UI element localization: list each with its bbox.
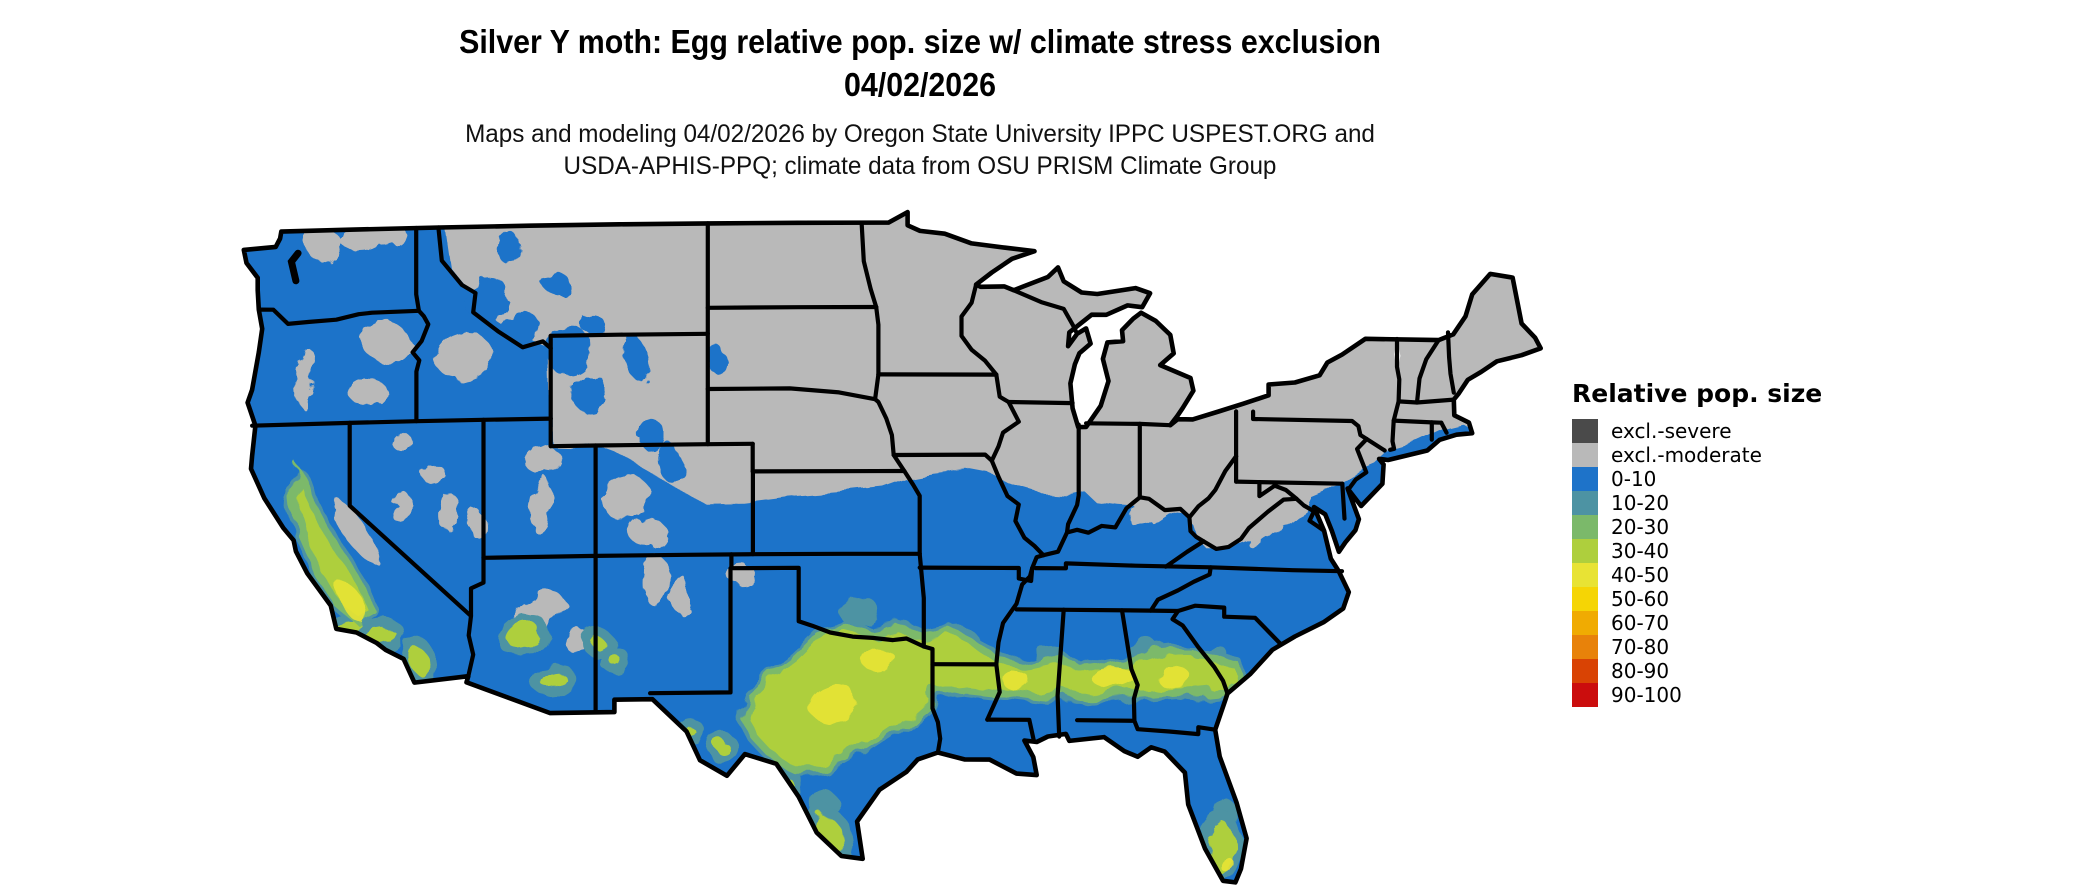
- legend-swatch: [1572, 491, 1598, 515]
- legend-item: 30-40: [1572, 539, 1872, 563]
- figure-subtitle-line1: Maps and modeling 04/02/2026 by Oregon S…: [465, 120, 1375, 148]
- legend-item-label: 0-10: [1611, 467, 1657, 491]
- legend-item: 0-10: [1572, 467, 1872, 491]
- legend-item: 40-50: [1572, 563, 1872, 587]
- figure-subtitle: Maps and modeling 04/02/2026 by Oregon S…: [240, 118, 1600, 182]
- legend-item-label: 70-80: [1611, 635, 1670, 659]
- legend-item-label: 50-60: [1611, 587, 1670, 611]
- legend-swatch: [1572, 467, 1598, 491]
- map-state-borders: [250, 220, 1456, 755]
- legend-swatch: [1572, 419, 1598, 443]
- legend-item: 80-90: [1572, 659, 1872, 683]
- legend-item-label: 40-50: [1611, 563, 1670, 587]
- map-layer-population: [243, 212, 1495, 883]
- figure-title-date: 04/02/2026: [844, 66, 996, 103]
- legend-item-label: 20-30: [1611, 515, 1670, 539]
- legend-swatch: [1572, 659, 1598, 683]
- legend-item-label: excl.-severe: [1611, 419, 1732, 443]
- puget-sound: [287, 249, 302, 285]
- legend-swatch: [1572, 587, 1598, 611]
- legend-swatch: [1572, 443, 1598, 467]
- legend-item-label: 10-20: [1611, 491, 1670, 515]
- legend-item: 70-80: [1572, 635, 1872, 659]
- legend-item: excl.-severe: [1572, 419, 1872, 443]
- legend-swatch: [1572, 515, 1598, 539]
- legend-swatch: [1572, 563, 1598, 587]
- legend-items: excl.-severe excl.-moderate 0-10 10-20 20-30…: [1572, 419, 1872, 707]
- us-outline: [241, 209, 1543, 885]
- legend-item: 10-20: [1572, 491, 1872, 515]
- legend-swatch: [1572, 635, 1598, 659]
- legend-item-label: 30-40: [1611, 539, 1670, 563]
- legend-item: 60-70: [1572, 611, 1872, 635]
- figure-title: Silver Y moth: Egg relative pop. size w/…: [240, 20, 1600, 106]
- legend-swatch: [1572, 611, 1598, 635]
- legend-item-label: 90-100: [1611, 683, 1682, 707]
- legend-item-label: excl.-moderate: [1611, 443, 1762, 467]
- legend-swatch: [1572, 539, 1598, 563]
- legend-item: 50-60: [1572, 587, 1872, 611]
- legend-swatch: [1572, 683, 1598, 707]
- figure-title-line1: Silver Y moth: Egg relative pop. size w/…: [459, 23, 1381, 60]
- legend-item: 20-30: [1572, 515, 1872, 539]
- legend-item: excl.-moderate: [1572, 443, 1872, 467]
- legend-item: 90-100: [1572, 683, 1872, 707]
- legend: Relative pop. size excl.-severe excl.-mod…: [1572, 379, 1872, 707]
- figure-subtitle-line2: USDA-APHIS-PPQ; climate data from OSU PR…: [563, 152, 1277, 180]
- legend-item-label: 80-90: [1611, 659, 1670, 683]
- legend-title: Relative pop. size: [1572, 379, 1823, 408]
- legend-item-label: 60-70: [1611, 611, 1670, 635]
